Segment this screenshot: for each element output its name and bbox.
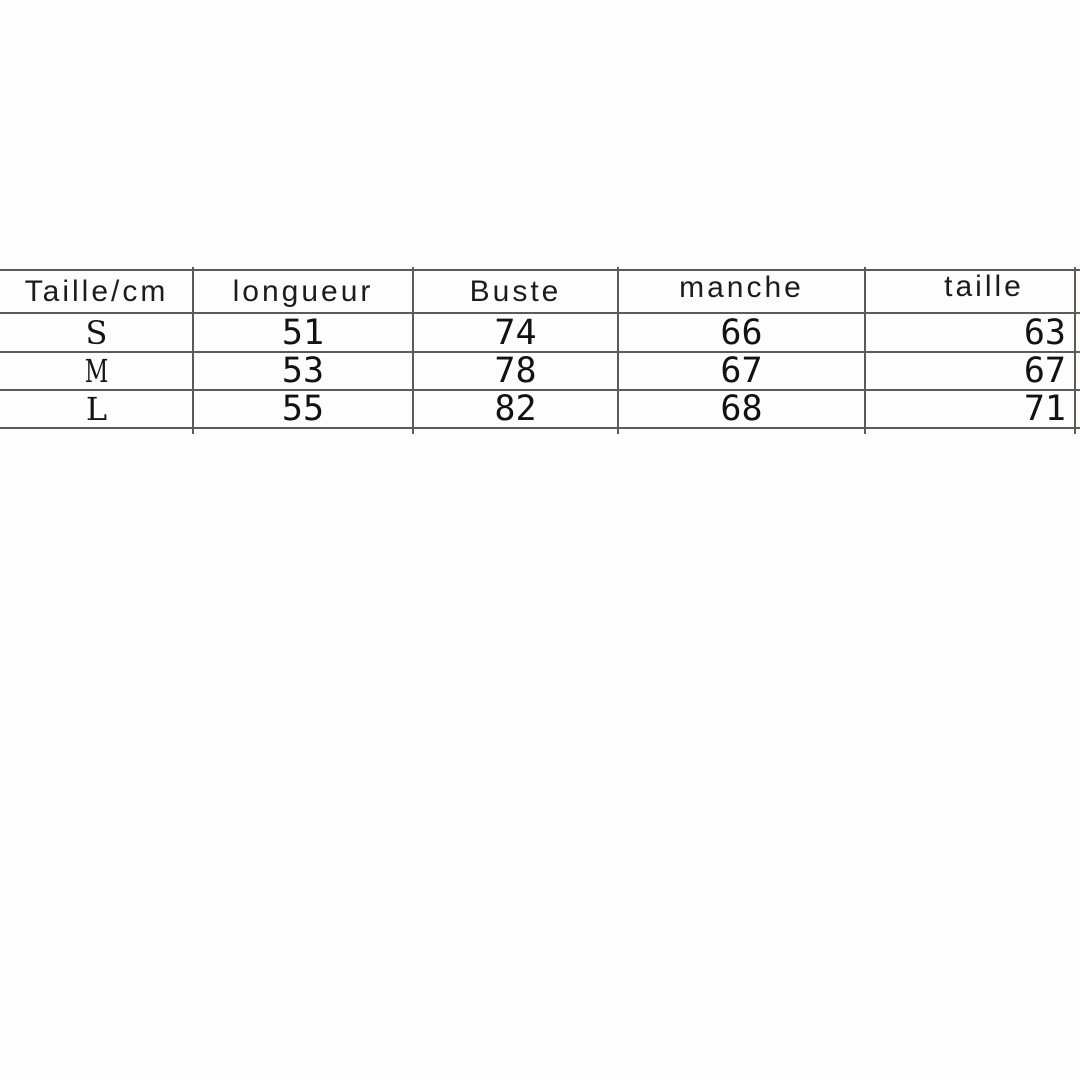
table-hline-top bbox=[0, 269, 1080, 271]
table-vline-5 bbox=[1074, 267, 1076, 434]
measurement-cell-s-taille: 63 bbox=[1023, 312, 1066, 353]
measurement-cell-l-manche: 68 bbox=[720, 389, 763, 429]
table-hline-row-m-bottom bbox=[0, 389, 1080, 391]
measurement-cell-m-taille: 67 bbox=[1023, 351, 1066, 391]
table-hline-row-s-bottom bbox=[0, 351, 1080, 353]
size-label-cell-s: S bbox=[85, 313, 108, 352]
header-cell-buste: Buste bbox=[469, 274, 562, 308]
measurement-cell-l-buste: 82 bbox=[494, 389, 537, 429]
measurement-cell-m-buste: 78 bbox=[494, 351, 537, 391]
measurement-cell-s-manche: 66 bbox=[720, 312, 763, 353]
table-vline-3 bbox=[617, 267, 619, 434]
header-cell-manche: manche bbox=[679, 270, 804, 304]
measurement-cell-m-manche: 67 bbox=[720, 351, 763, 391]
table-hline-bottom bbox=[0, 427, 1080, 429]
size-label-cell-l: L bbox=[85, 390, 108, 428]
measurement-cell-s-buste: 74 bbox=[494, 312, 537, 353]
measurement-cell-s-longueur: 51 bbox=[281, 312, 325, 353]
table-vline-1 bbox=[192, 267, 194, 434]
measurement-cell-l-taille: 71 bbox=[1023, 389, 1066, 429]
header-cell-taille-cm: Taille/cm bbox=[24, 274, 169, 308]
table-hline-header-bottom bbox=[0, 312, 1080, 314]
header-cell-longueur: longueur bbox=[232, 274, 374, 308]
size-label-cell-m: M bbox=[84, 352, 109, 390]
header-cell-taille: taille bbox=[944, 269, 1024, 303]
table-vline-2 bbox=[412, 267, 414, 434]
table-vline-4 bbox=[864, 267, 866, 434]
size-chart-table: Taille/cm longueur Buste manche taille S… bbox=[0, 270, 1075, 430]
measurement-cell-l-longueur: 55 bbox=[281, 389, 325, 429]
measurement-cell-m-longueur: 53 bbox=[281, 351, 325, 391]
